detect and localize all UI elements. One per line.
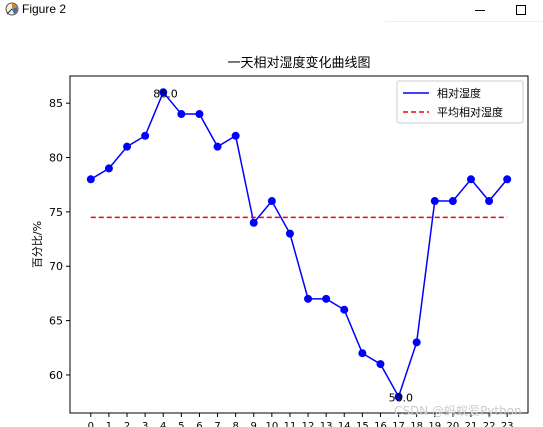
maximize-button[interactable] — [503, 0, 539, 20]
data-point — [448, 197, 457, 206]
data-point — [394, 392, 403, 401]
data-label: 86.0 — [153, 87, 178, 100]
y-tick-label: 65 — [49, 315, 63, 328]
y-tick-label: 60 — [49, 369, 63, 382]
data-point — [123, 142, 132, 151]
data-point — [267, 197, 276, 206]
data-point — [430, 197, 439, 206]
data-point — [159, 88, 168, 97]
watermark: CSDN @蚂蚁爱Python — [394, 404, 522, 418]
x-tick-label: 19 — [428, 421, 441, 427]
y-tick-label: 70 — [49, 260, 63, 273]
window-titlebar: Figure 2 — [0, 0, 543, 22]
x-tick-label: 6 — [196, 421, 202, 427]
data-point — [412, 338, 421, 347]
x-tick-label: 0 — [88, 421, 94, 427]
data-point — [195, 110, 204, 119]
y-tick-label: 75 — [49, 206, 63, 219]
data-point — [340, 305, 349, 314]
series-line — [90, 90, 508, 399]
x-tick-label: 11 — [284, 421, 297, 427]
y-axis-label: 百分比/% — [31, 221, 44, 268]
data-point — [86, 175, 95, 184]
x-tick-label: 5 — [178, 421, 184, 427]
maximize-icon — [516, 5, 526, 15]
data-point — [231, 131, 240, 140]
x-tick-label: 10 — [265, 421, 278, 427]
data-point — [304, 294, 313, 303]
x-tick-label: 16 — [374, 421, 387, 427]
x-tick-label: 21 — [465, 421, 478, 427]
y-tick-label: 80 — [49, 152, 63, 165]
data-label: 58.0 — [389, 392, 414, 405]
plot-frame — [69, 75, 529, 414]
x-tick-label: 15 — [356, 421, 369, 427]
x-tick-label: 9 — [251, 421, 257, 427]
x-tick-label: 22 — [483, 421, 496, 427]
matplotlib-figure-icon — [5, 2, 19, 16]
minimize-button[interactable] — [462, 0, 498, 20]
minimize-icon — [475, 9, 485, 11]
x-tick-label: 20 — [447, 421, 460, 427]
x-tick-label: 14 — [338, 421, 351, 427]
data-point — [141, 131, 150, 140]
data-point — [177, 110, 186, 119]
window-title: Figure 2 — [22, 2, 67, 16]
x-tick-label: 7 — [214, 421, 220, 427]
data-point — [503, 175, 512, 184]
y-tick-label: 85 — [49, 97, 63, 110]
data-point — [485, 197, 494, 206]
data-point — [249, 218, 258, 227]
x-tick-label: 3 — [142, 421, 148, 427]
x-tick-label: 1 — [106, 421, 112, 427]
x-tick-label: 8 — [232, 421, 238, 427]
x-tick-label: 12 — [302, 421, 315, 427]
data-point — [104, 164, 113, 173]
data-point — [466, 175, 475, 184]
data-point — [322, 294, 331, 303]
x-tick-label: 23 — [501, 421, 514, 427]
legend-label: 相对湿度 — [437, 86, 481, 100]
x-tick-label: 13 — [320, 421, 333, 427]
data-point — [358, 349, 367, 358]
x-tick-label: 2 — [124, 421, 130, 427]
x-tick-label: 18 — [410, 421, 423, 427]
legend-label: 平均相对湿度 — [437, 105, 503, 119]
data-point — [213, 142, 222, 151]
titlebar-divider — [385, 21, 543, 22]
x-tick-label: 4 — [160, 421, 166, 427]
x-tick-label: 17 — [392, 421, 405, 427]
data-point — [376, 360, 385, 369]
chart-title: 一天相对湿度变化曲线图 — [227, 55, 370, 71]
data-point — [285, 229, 294, 238]
